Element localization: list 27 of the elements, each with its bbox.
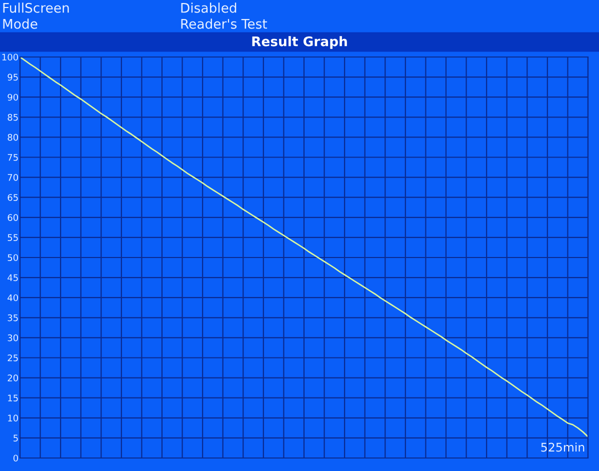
text: Mode [3,18,38,29]
y-tick-label: 10 [8,414,18,422]
y-tick-label: 95 [8,74,18,81]
chart-title: Result Graph [252,36,347,49]
y-tick-label: 45 [8,274,18,282]
y-tick-label: 60 [8,214,18,221]
y-tick-label: 85 [8,114,18,121]
y-tick-label: 80 [8,134,18,141]
annotation: 525min [541,442,584,452]
y-tick-label: 40 [8,294,18,302]
y-tick-label: 55 [8,234,18,242]
y-tick-label: 25 [8,354,18,362]
y-tick-label: 0 [13,454,18,462]
y-tick-label: 65 [8,194,18,201]
y-tick-label: 70 [8,174,18,181]
text: FullScreen [3,2,69,13]
y-tick-label: 15 [8,394,18,402]
y-tick-label: 90 [8,94,18,101]
text: Disabled [181,2,236,13]
y-tick-label: 30 [8,334,18,342]
y-tick-label: 5 [14,434,18,442]
y-tick-label: 50 [8,254,18,262]
y-tick-label: 75 [8,154,18,161]
y-tick-label: 35 [8,314,18,322]
text: Reader's Test [181,18,268,29]
y-tick-label: 100 [2,54,18,61]
y-tick-label: 20 [8,374,18,382]
